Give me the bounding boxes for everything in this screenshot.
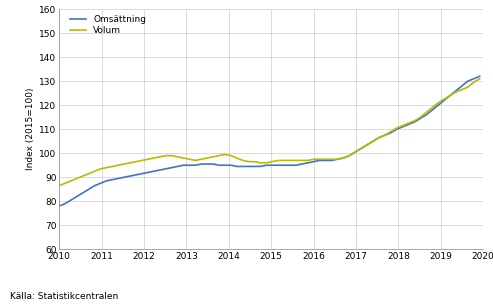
Volum	[157, 155, 163, 159]
Omsättning	[115, 177, 121, 180]
Y-axis label: Index (2015=100): Index (2015=100)	[26, 88, 35, 171]
Omsättning	[293, 164, 299, 167]
Omsättning	[477, 74, 483, 78]
Text: Källa: Statistikcentralen: Källa: Statistikcentralen	[10, 292, 118, 301]
Volum	[198, 157, 204, 161]
Omsättning	[323, 159, 329, 162]
Volum	[323, 157, 329, 161]
Legend: Omsättning, Volum: Omsättning, Volum	[68, 14, 148, 37]
Line: Volum: Volum	[59, 79, 480, 186]
Volum	[115, 164, 121, 167]
Omsättning	[341, 156, 347, 160]
Volum	[341, 156, 347, 160]
Volum	[477, 77, 483, 81]
Omsättning	[157, 168, 163, 172]
Volum	[293, 159, 299, 162]
Omsättning	[56, 204, 62, 208]
Omsättning	[198, 162, 204, 166]
Line: Omsättning: Omsättning	[59, 76, 480, 206]
Volum	[56, 184, 62, 188]
